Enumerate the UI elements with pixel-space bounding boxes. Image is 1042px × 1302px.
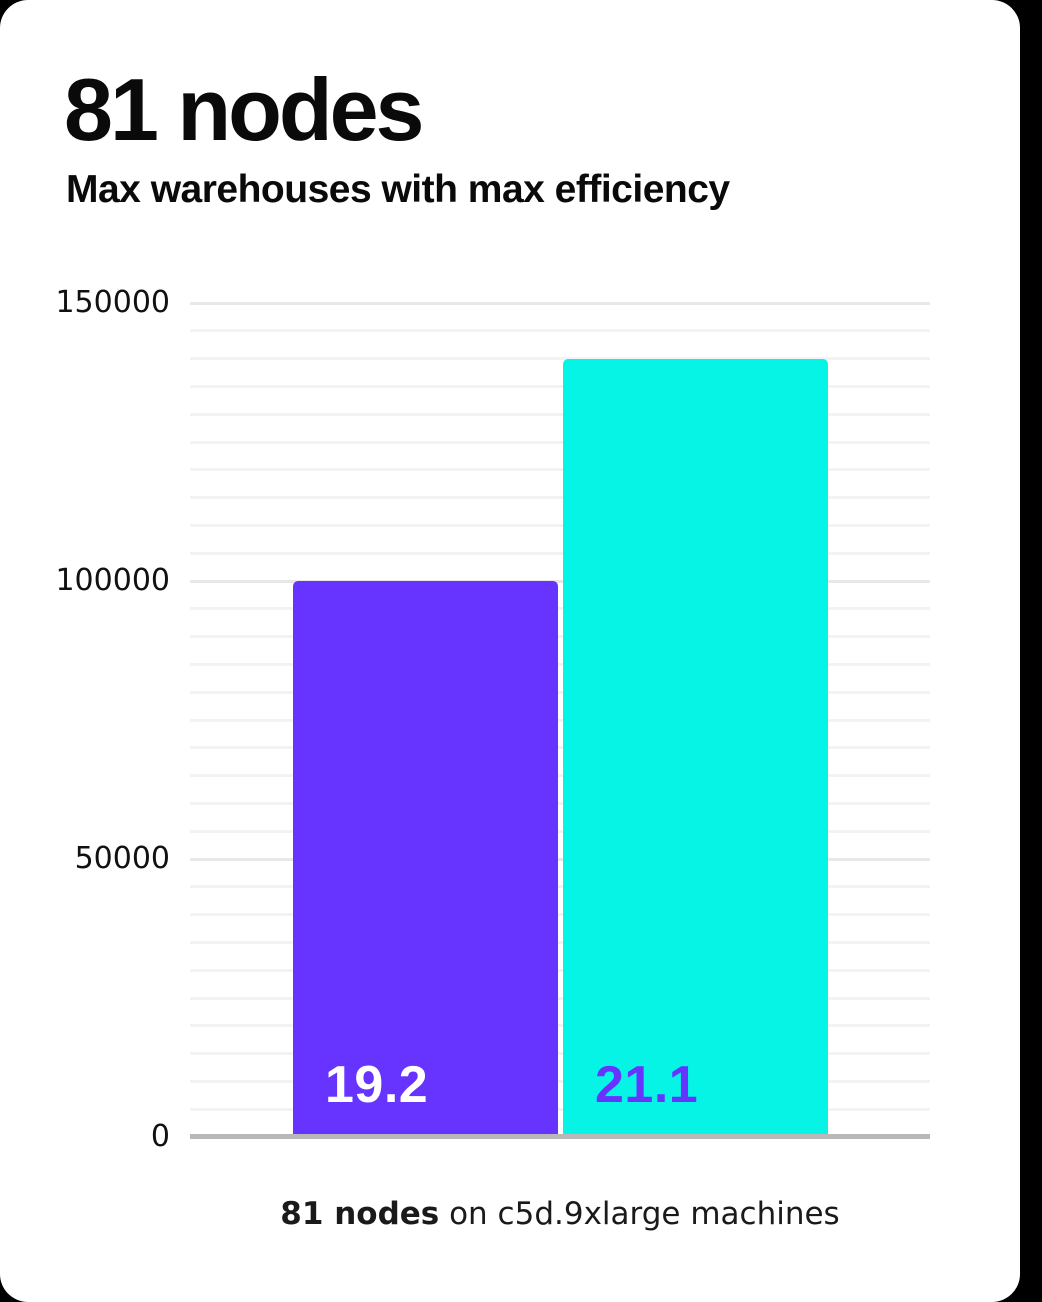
gridline-minor: [190, 913, 930, 917]
gridline-minor: [190, 662, 930, 666]
gridline-minor: [190, 468, 930, 472]
gridline-minor: [190, 829, 930, 833]
page-title: 81 nodes: [64, 60, 424, 159]
bar-19-2: 19.2: [293, 581, 558, 1137]
gridline-minor: [190, 1024, 930, 1028]
gridline-minor: [190, 718, 930, 722]
gridline-minor: [190, 496, 930, 500]
gridline-minor: [190, 329, 930, 333]
y-tick-label: 150000: [55, 285, 170, 320]
gridline-minor: [190, 801, 930, 805]
y-tick-label: 100000: [55, 563, 170, 598]
chart-subtitle: Max warehouses with max efficiency: [66, 168, 730, 211]
caption-regular-text: on c5d.9xlarge machines: [439, 1196, 840, 1232]
gridline-minor: [190, 774, 930, 778]
gridline-minor: [190, 357, 930, 361]
gridline-minor: [190, 746, 930, 750]
bar-21-1: 21.1: [563, 358, 828, 1137]
gridline-minor: [190, 885, 930, 889]
gridline-minor: [190, 412, 930, 416]
gridline-minor: [190, 1052, 930, 1056]
gridline-minor: [190, 1107, 930, 1111]
gridline-minor: [190, 1079, 930, 1083]
gridline-minor: [190, 968, 930, 972]
gridline-minor: [190, 384, 930, 388]
bar-19-2-label: 19.2: [325, 1056, 429, 1114]
y-tick-label: 0: [150, 1119, 170, 1154]
chart-card: 81 nodes Max warehouses with max efficie…: [0, 0, 1020, 1302]
y-tick-label: 50000: [74, 841, 170, 876]
caption-bold-text: 81 nodes: [280, 1196, 440, 1232]
bar-21-1-label: 21.1: [595, 1056, 699, 1114]
gridline-minor: [190, 523, 930, 527]
gridline-minor: [190, 690, 930, 694]
gridline-minor: [190, 940, 930, 944]
gridline-major: [190, 857, 930, 861]
chart-caption: 81 nodes on c5d.9xlarge machines: [190, 1196, 930, 1232]
gridline-major: [190, 301, 930, 305]
gridline-major: [190, 579, 930, 583]
gridline-minor: [190, 551, 930, 555]
gridline-minor: [190, 440, 930, 444]
gridline-minor: [190, 635, 930, 639]
bar-chart-plot-area: 0 50000 100000 150000 19.2 21.1: [55, 288, 930, 1152]
gridline-minor: [190, 607, 930, 611]
gridline-minor: [190, 996, 930, 1000]
x-axis-baseline: [190, 1134, 930, 1139]
